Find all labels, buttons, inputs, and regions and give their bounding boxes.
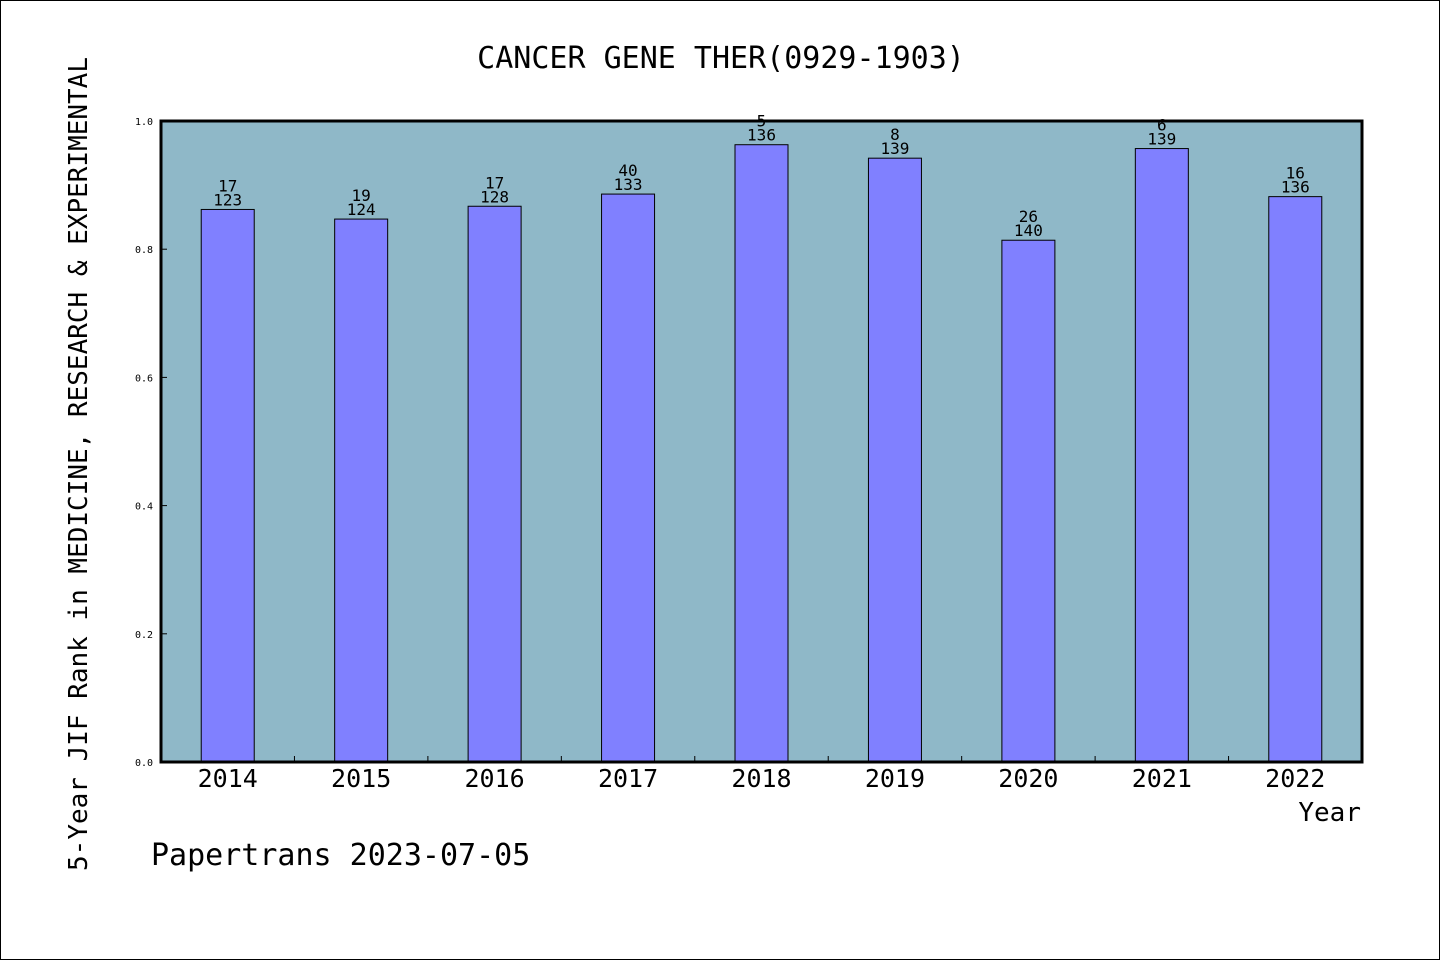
y-tick-label: 0.0 (135, 758, 153, 769)
bar-2022 (1268, 196, 1323, 763)
footer-text: Papertrans 2023-07-05 (151, 838, 530, 873)
total-label-2017: 133 (614, 175, 643, 194)
bar-2020 (1001, 239, 1056, 763)
bars-group (200, 144, 1323, 763)
x-tick-label: 2017 (598, 764, 658, 793)
bar-2016 (467, 205, 522, 763)
bar-2019 (867, 157, 922, 763)
bar-2017 (601, 193, 656, 763)
x-tick-label: 2019 (865, 764, 925, 793)
total-label-2019: 139 (880, 139, 909, 158)
y-tick-label: 0.8 (135, 245, 153, 256)
x-axis-label: Year (1298, 798, 1361, 828)
rank-label-2019: 8 (890, 125, 900, 144)
total-label-2020: 140 (1014, 221, 1043, 240)
total-label-2014: 123 (213, 190, 242, 209)
x-tick-label: 2018 (731, 764, 791, 793)
rank-label-2021: 6 (1157, 116, 1167, 135)
x-axis: 2014 2015 2016 2017 2018 2019 2020 2021 2022 (198, 756, 1325, 793)
rank-label-2014: 17 (218, 176, 237, 195)
bar-2021 (1134, 148, 1189, 763)
total-label-2016: 128 (480, 187, 509, 206)
x-tick-label: 2014 (198, 764, 258, 793)
bar-2015 (334, 218, 389, 763)
total-label-2015: 124 (347, 200, 376, 219)
x-tick-label: 2020 (998, 764, 1058, 793)
rank-label-2020: 26 (1019, 207, 1038, 226)
x-tick-label: 2016 (465, 764, 525, 793)
rank-label-2022: 16 (1286, 164, 1305, 183)
plot-border (159, 119, 1364, 764)
y-tick-label: 0.6 (135, 373, 153, 384)
bar-2018 (734, 144, 789, 763)
x-tick-label: 2021 (1132, 764, 1192, 793)
rank-label-2017: 40 (618, 161, 637, 180)
chart-title: CANCER GENE THER(0929-1903) (477, 41, 965, 76)
rank-label-2016: 17 (485, 173, 504, 192)
total-label-2021: 139 (1147, 130, 1176, 149)
y-tick-label: 1.0 (135, 117, 153, 128)
x-tick-label: 2015 (331, 764, 391, 793)
total-label-2022: 136 (1281, 178, 1310, 197)
y-axis-label: 5-Year JIF Rank in MEDICINE, RESEARCH & … (64, 57, 94, 871)
y-tick-label: 0.2 (135, 630, 153, 641)
total-label-2018: 136 (747, 126, 776, 145)
y-tick-label: 0.4 (135, 502, 153, 513)
rank-label-2015: 19 (352, 186, 371, 205)
bar-2014 (200, 208, 255, 763)
x-tick-label: 2022 (1265, 764, 1325, 793)
